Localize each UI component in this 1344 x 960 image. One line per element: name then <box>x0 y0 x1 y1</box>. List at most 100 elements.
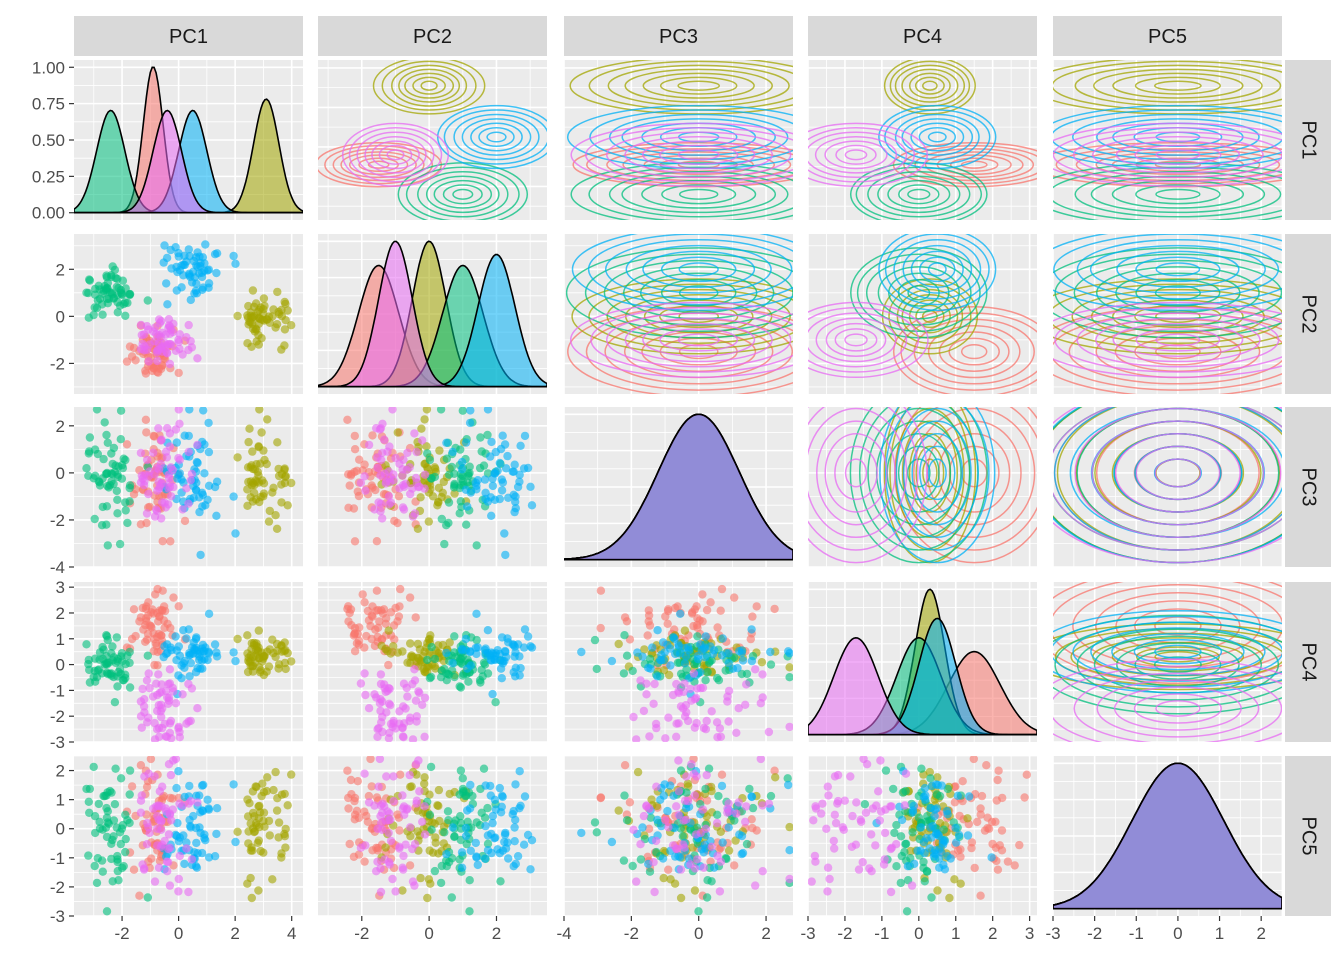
scatter-point <box>983 813 992 822</box>
scatter-point <box>674 787 684 796</box>
scatter-point <box>150 323 160 332</box>
scatter-point <box>102 294 112 303</box>
x-tick-label: 1 <box>951 924 960 943</box>
scatter-point <box>272 524 282 533</box>
scatter-point <box>109 479 118 489</box>
scatter-point <box>625 798 635 807</box>
scatter-point <box>367 824 376 833</box>
y-tick-label: 1 <box>56 630 65 649</box>
scatter-point <box>430 654 440 664</box>
scatter-point <box>901 769 911 778</box>
scatter-point <box>174 874 183 884</box>
scatter-point <box>376 801 386 810</box>
scatter-point <box>410 676 420 685</box>
scatter-point <box>859 756 868 764</box>
scatter-point <box>144 325 153 334</box>
scatter-point <box>920 783 930 793</box>
scatter-point <box>174 767 183 776</box>
contour-line-group-4 <box>919 445 956 501</box>
scatter-point <box>651 836 661 846</box>
scatter-point <box>269 785 278 795</box>
scatter-point <box>248 497 258 506</box>
scatter-point <box>384 492 394 501</box>
contour-line-group-1 <box>1115 600 1241 652</box>
scatter-point <box>350 623 360 633</box>
scatter-point <box>444 518 453 528</box>
strip-top-pc1: PC1 <box>74 16 303 56</box>
scatter-point <box>425 455 435 465</box>
scatter-point <box>108 262 117 271</box>
x-tick-label: 2 <box>230 924 239 943</box>
scatter-point <box>592 664 601 674</box>
scatter-point <box>154 863 164 872</box>
contour-line-group-2 <box>901 68 959 103</box>
scatter-point <box>742 680 751 689</box>
x-tick-label: 2 <box>492 924 501 943</box>
contour-line-group-5 <box>1095 317 1261 363</box>
scatter-point <box>415 787 424 796</box>
scatter-point <box>174 837 183 846</box>
scatter-point <box>136 808 146 817</box>
scatter-point <box>174 335 183 344</box>
scatter-point <box>410 840 420 849</box>
scatter-point <box>438 488 447 497</box>
scatter-point <box>178 801 187 810</box>
panel-content <box>1053 234 1282 394</box>
scatter-point <box>265 506 274 516</box>
scatter-point <box>162 279 171 288</box>
scatter-point <box>488 689 497 699</box>
contour-line-group-4 <box>911 433 964 513</box>
scatter-point <box>360 598 369 607</box>
scatter-point <box>892 862 901 871</box>
scatter-point <box>210 640 220 649</box>
scatter-point <box>734 798 743 807</box>
scatter-point <box>249 302 259 311</box>
contour-line-group-3 <box>433 179 493 209</box>
scatter-point <box>165 843 175 852</box>
scatter-point <box>445 638 454 647</box>
scatter-point <box>858 858 867 867</box>
panel-2-2 <box>318 234 547 394</box>
contour-line-group-1 <box>367 160 390 169</box>
scatter-point <box>671 649 680 659</box>
scatter-point <box>90 654 100 663</box>
contour-line-group-5 <box>815 317 897 363</box>
scatter-point <box>463 502 472 511</box>
scatter-point <box>408 877 418 886</box>
scatter-point <box>420 773 429 782</box>
scatter-point <box>682 665 691 674</box>
scatter-point <box>396 584 405 594</box>
scatter-point <box>519 643 529 652</box>
panel-4-1 <box>74 582 303 743</box>
contour-line-group-4 <box>660 256 737 283</box>
contour-line-group-3 <box>1053 162 1282 220</box>
scatter-point <box>254 319 263 329</box>
scatter-point <box>693 655 703 664</box>
scatter-point <box>672 679 681 689</box>
scatter-point <box>155 484 164 493</box>
scatter-point <box>424 635 434 644</box>
scatter-point <box>928 821 937 831</box>
scatter-point <box>389 476 398 485</box>
contour-line-group-5 <box>1133 693 1222 724</box>
scatter-point <box>730 593 739 602</box>
scatter-point <box>360 669 369 678</box>
contour-line-group-4 <box>1154 644 1202 659</box>
scatter-point <box>277 305 286 315</box>
scatter-point <box>435 816 444 826</box>
scatter-point <box>384 626 393 635</box>
scatter-point <box>963 831 973 840</box>
scatter-point <box>907 881 917 890</box>
scatter-point <box>102 520 111 529</box>
scatter-point <box>661 816 670 825</box>
scatter-point <box>424 875 434 884</box>
scatter-point <box>182 634 191 643</box>
scatter-point <box>141 415 151 424</box>
scatter-point <box>652 782 661 791</box>
scatter-point <box>393 428 402 437</box>
scatter-point <box>420 779 429 788</box>
scatter-point <box>923 812 932 821</box>
contour-line-group-1 <box>949 157 999 172</box>
scatter-point <box>374 605 383 615</box>
